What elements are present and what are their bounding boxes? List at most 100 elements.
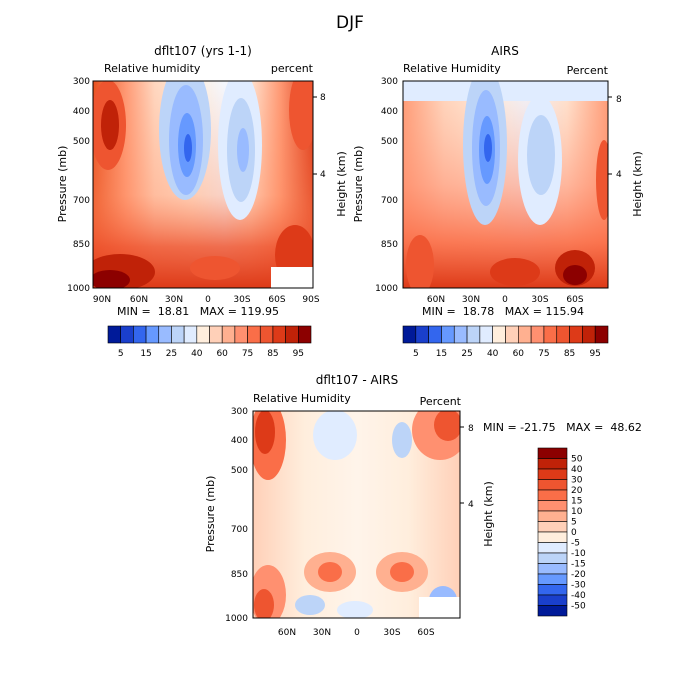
colorbar-label: 25 xyxy=(166,349,177,359)
y-tick-label: 300 xyxy=(73,77,90,87)
y-tick-label: 850 xyxy=(73,240,90,250)
colorbar-swatch xyxy=(441,325,455,344)
colorbar-swatch xyxy=(518,325,532,344)
panel-diff-y-axis: 300 400 500 700 850 1000 Pressure (mb) xyxy=(204,407,248,624)
colorbar-swatch xyxy=(537,458,568,470)
panel-model-title: dflt107 (yrs 1-1) xyxy=(154,44,252,58)
panel-diff-stats: MIN = -21.75 MAX = 48.62 xyxy=(483,421,642,434)
y-right-axis-label: Height (km) xyxy=(631,151,644,217)
x-tick-label: 90S xyxy=(302,295,319,305)
colorbar-label: 75 xyxy=(538,349,549,359)
y-tick-label: 700 xyxy=(73,196,90,206)
panel-airs-stats: MIN = 18.78 MAX = 115.94 xyxy=(422,305,584,318)
y-right-tick-label: 4 xyxy=(320,170,326,180)
x-tick-label: 30N xyxy=(165,295,183,305)
x-tick-label: 90N xyxy=(93,295,111,305)
x-tick-label: 60N xyxy=(130,295,148,305)
panel-model-subtitle-right: percent xyxy=(271,62,314,75)
colorbar-swatch xyxy=(537,500,568,512)
colorbar-swatch xyxy=(537,531,568,543)
colorbar-swatch xyxy=(272,325,286,344)
colorbar-swatch xyxy=(537,521,568,533)
panel-airs-subtitle-left: Relative Humidity xyxy=(403,62,501,75)
colorbar-swatch xyxy=(428,325,442,344)
colorbar-swatch xyxy=(234,325,248,344)
y-tick-label: 1000 xyxy=(67,284,90,294)
y-right-axis-label: Height (km) xyxy=(482,481,495,547)
colorbar-swatch xyxy=(158,325,172,344)
colorbar-swatch xyxy=(537,563,568,575)
colorbar-label: 5 xyxy=(118,349,124,359)
x-tick-label: 30S xyxy=(233,295,250,305)
colorbar-swatch xyxy=(543,325,558,344)
y-tick-label: 1000 xyxy=(375,284,398,294)
colorbar-swatch xyxy=(415,325,429,344)
colorbar-swatch xyxy=(453,325,468,344)
panel-diff-field xyxy=(253,411,460,618)
y-right-tick-label: 8 xyxy=(320,93,326,103)
y-axis-label: Pressure (mb) xyxy=(204,476,217,553)
panel-diff-x-axis: 60N 30N 0 30S 60S xyxy=(278,628,435,638)
panel-diff-title: dflt107 - AIRS xyxy=(316,373,398,387)
colorbar-label: 15 xyxy=(436,349,447,359)
colorbar-label: 40 xyxy=(487,349,499,359)
panel-model-subtitle-left: Relative humidity xyxy=(104,62,201,75)
colorbar-swatch xyxy=(479,325,493,344)
x-tick-label: 60N xyxy=(278,628,296,638)
panel-model: dflt107 (yrs 1-1) Relative humidity perc… xyxy=(56,44,348,359)
colorbar-label: 40 xyxy=(191,349,203,359)
y-axis-label: Pressure (mb) xyxy=(56,146,69,223)
colorbar-swatch xyxy=(537,605,568,617)
colorbar-label: 25 xyxy=(461,349,472,359)
colorbar-swatch xyxy=(537,552,568,564)
panel-diff-subtitle-left: Relative Humidity xyxy=(253,392,351,405)
panel-model-y-right-axis: 8 4 Height (km) xyxy=(313,93,348,217)
panel-diff: dflt107 - AIRS Relative Humidity Percent… xyxy=(204,373,642,638)
x-tick-label: 0 xyxy=(354,628,360,638)
panel-diff-y-right-axis: 8 4 Height (km) xyxy=(460,424,495,547)
panel-diff-frame xyxy=(252,410,461,619)
colorbar-swatch xyxy=(298,325,312,344)
y-tick-label: 850 xyxy=(381,240,398,250)
panel-model-stats: MIN = 18.81 MAX = 119.95 xyxy=(117,305,279,318)
x-tick-label: 60S xyxy=(566,295,583,305)
y-right-axis-label: Height (km) xyxy=(335,151,348,217)
colorbar-swatch xyxy=(209,325,223,344)
colorbar-swatch xyxy=(285,325,299,344)
colorbar-label: 40 xyxy=(571,465,583,475)
colorbar-label: 60 xyxy=(216,349,228,359)
panel-airs-subtitle-right: Percent xyxy=(567,64,609,77)
colorbar-swatch xyxy=(537,584,568,596)
y-tick-label: 700 xyxy=(381,196,398,206)
y-right-tick-label: 8 xyxy=(468,424,474,434)
x-tick-label: 30S xyxy=(531,295,548,305)
y-tick-label: 1000 xyxy=(225,614,248,624)
x-tick-label: 30N xyxy=(462,295,480,305)
colorbar-label: 5 xyxy=(413,349,419,359)
colorbar-swatch xyxy=(537,510,568,522)
y-right-tick-label: 4 xyxy=(616,170,622,180)
x-tick-label: 60S xyxy=(268,295,285,305)
colorbar-label: 50 xyxy=(571,455,583,465)
colorbar-label: 75 xyxy=(242,349,253,359)
colorbar-label: 20 xyxy=(571,486,583,496)
panel-diff-subtitle-right: Percent xyxy=(420,395,462,408)
panel-airs-colorbar: 5 15 25 40 60 75 85 95 xyxy=(402,325,609,359)
colorbar-label: -5 xyxy=(571,539,580,549)
colorbar-label: -30 xyxy=(571,581,586,591)
colorbar-swatch xyxy=(594,325,609,344)
colorbar-swatch xyxy=(196,325,210,344)
panel-model-frame xyxy=(92,80,314,289)
panel-airs-title: AIRS xyxy=(491,44,519,58)
colorbar-label: 15 xyxy=(571,497,582,507)
panel-airs-x-axis: 60N 30N 0 30S 60S xyxy=(427,295,584,305)
colorbar-swatch xyxy=(145,325,160,344)
x-tick-label: 0 xyxy=(502,295,508,305)
y-tick-label: 400 xyxy=(73,107,90,117)
colorbar-swatch xyxy=(505,325,519,344)
y-tick-label: 300 xyxy=(381,77,398,87)
y-right-tick-label: 8 xyxy=(616,95,622,105)
panel-airs-y-axis: 300 400 500 700 850 1000 Pressure (mb) xyxy=(352,77,398,294)
